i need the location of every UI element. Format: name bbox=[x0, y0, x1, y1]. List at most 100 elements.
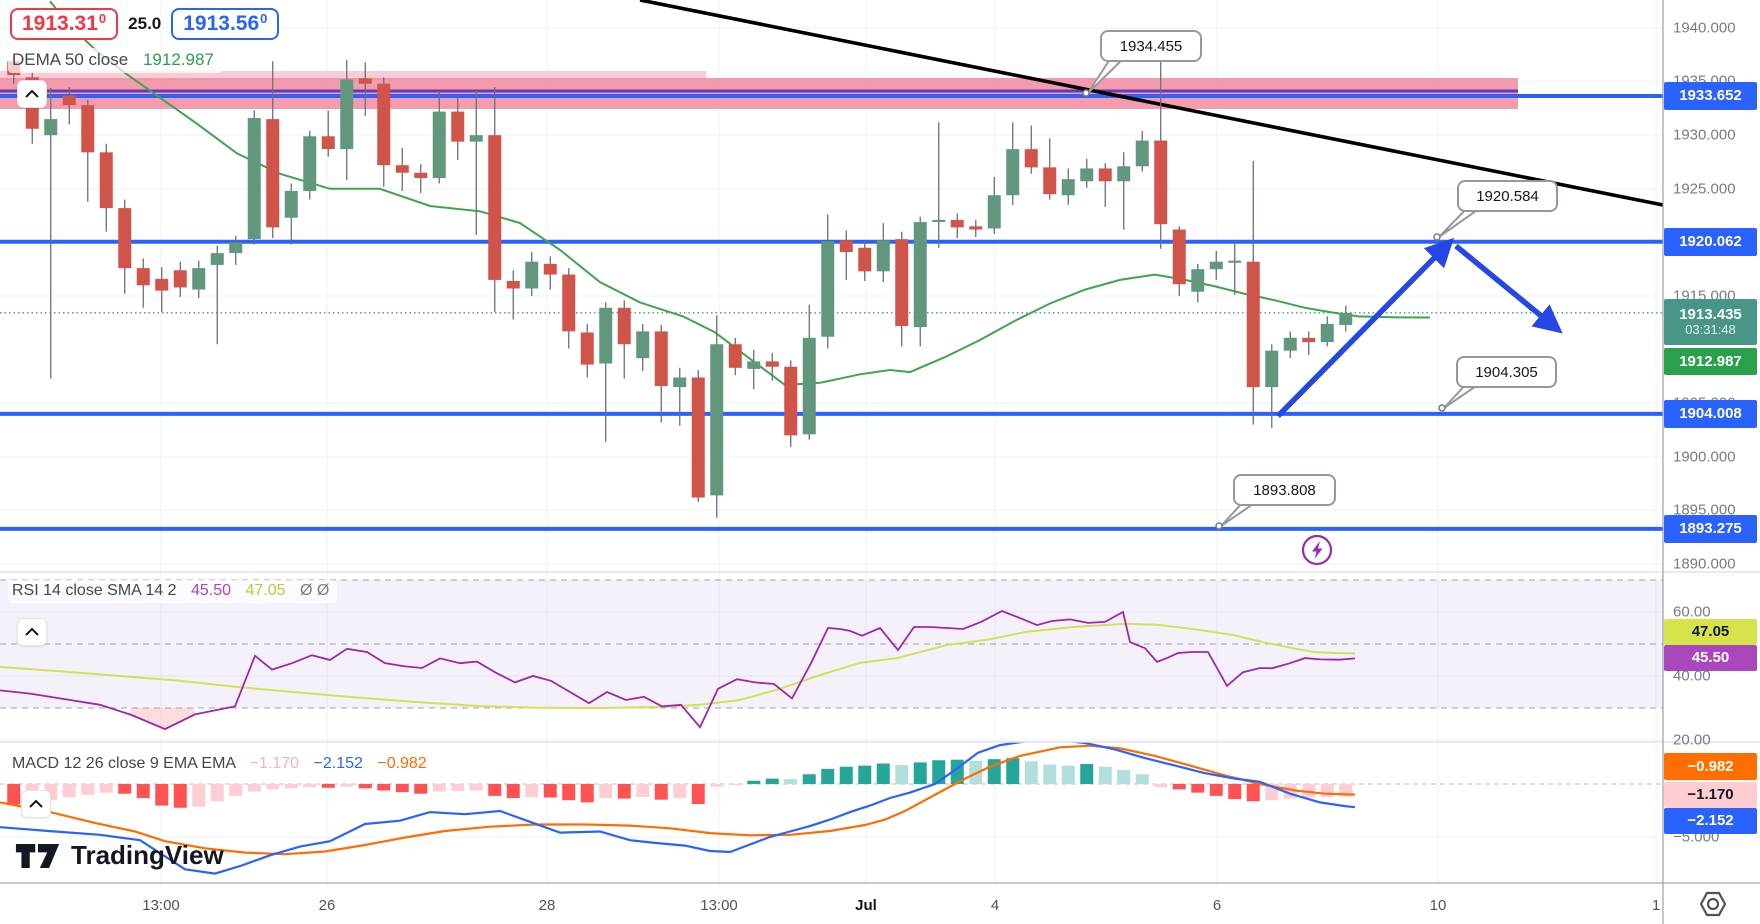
price-axis-badge: −1.170 bbox=[1664, 782, 1757, 808]
price-axis-badge: 1912.987 bbox=[1664, 348, 1757, 375]
projection-arrow-up[interactable] bbox=[1276, 237, 1455, 418]
candle-body bbox=[1043, 167, 1057, 195]
macd-histogram-bar bbox=[802, 774, 816, 784]
macd-histogram-bar bbox=[247, 784, 261, 792]
macd-histogram-bar bbox=[1098, 766, 1112, 784]
chevron-up-icon bbox=[29, 799, 43, 808]
macd-histogram-bar bbox=[562, 784, 576, 801]
macd-histogram-bar bbox=[654, 784, 668, 800]
candle-body bbox=[599, 307, 613, 364]
candle-body bbox=[1302, 337, 1316, 343]
macd-histogram-bar bbox=[377, 784, 391, 791]
macd-histogram-bar bbox=[358, 784, 372, 789]
candle-body bbox=[913, 222, 927, 328]
candle-body bbox=[118, 208, 132, 269]
candle-body bbox=[1172, 229, 1186, 285]
bid-price-button[interactable]: 1913.31 0 bbox=[10, 8, 119, 40]
macd-histogram-bar bbox=[99, 784, 113, 793]
tradingview-logo[interactable]: TradingView bbox=[15, 840, 224, 871]
macd-line bbox=[0, 742, 1356, 875]
candle-body bbox=[1339, 312, 1353, 325]
descending-trendline[interactable] bbox=[639, 0, 1663, 207]
macd-histogram-bar bbox=[858, 765, 872, 784]
candle-body bbox=[1209, 261, 1223, 270]
candle-body bbox=[673, 377, 687, 388]
rsi-sma-line bbox=[0, 622, 1356, 710]
price-axis-tick: 1940.000 bbox=[1673, 19, 1736, 37]
candle-body bbox=[1246, 261, 1260, 388]
macd-histogram-bar bbox=[210, 784, 224, 802]
macd-histogram-bar bbox=[580, 784, 594, 803]
main-pane-collapse-button[interactable] bbox=[17, 80, 47, 108]
macd-histogram-bar bbox=[1191, 784, 1205, 793]
macd-histogram-bar bbox=[1172, 784, 1186, 790]
chevron-up-icon bbox=[25, 89, 39, 98]
dema-legend-row[interactable]: DEMA 50 close 1912.987 bbox=[8, 48, 222, 73]
candle-body bbox=[1117, 166, 1131, 182]
price-callout-label[interactable]: 1904.305 bbox=[1456, 356, 1557, 388]
rsi-legend-row[interactable]: RSI 14 close SMA 14 2 45.50 47.05 Ø Ø bbox=[8, 580, 338, 603]
macd-histogram-bar bbox=[155, 784, 169, 806]
macd-histogram-bar bbox=[691, 784, 705, 804]
price-axis-tick: 1925.000 bbox=[1673, 180, 1736, 198]
macd-histogram-bar bbox=[81, 784, 95, 795]
price-callout-label[interactable]: 1934.455 bbox=[1100, 30, 1202, 62]
price-callout-label[interactable]: 1893.808 bbox=[1233, 474, 1336, 506]
spread-value: 25.0 bbox=[128, 14, 162, 33]
macd-histogram-bar bbox=[1135, 774, 1149, 784]
macd-histogram-bar bbox=[340, 784, 354, 787]
time-axis-label: 4 bbox=[990, 897, 1000, 914]
tradingview-logo-text: TradingView bbox=[71, 840, 224, 870]
macd-histogram-bar bbox=[1043, 764, 1057, 784]
macd-histogram-bar bbox=[673, 784, 687, 799]
time-axis-settings-button[interactable] bbox=[1697, 890, 1729, 923]
macd-histogram-bar bbox=[1209, 784, 1223, 796]
macd-legend-row[interactable]: MACD 12 26 close 9 EMA EMA −1.170 −2.152… bbox=[8, 753, 435, 776]
candle-body bbox=[155, 278, 169, 291]
projection-arrow-down[interactable] bbox=[1454, 243, 1563, 334]
macd-histogram-bar bbox=[62, 784, 76, 797]
macd-histogram-bar bbox=[1006, 758, 1020, 784]
macd-histogram-bar bbox=[284, 784, 298, 789]
price-axis-badge: 45.50 bbox=[1664, 645, 1757, 671]
ask-price-button[interactable]: 1913.56 0 bbox=[171, 8, 280, 40]
callout-anchor-dot bbox=[1215, 522, 1223, 530]
macd-histogram-bar bbox=[747, 780, 761, 784]
candle-body bbox=[728, 344, 742, 368]
bid-ask-bar: 1913.31 0 25.0 1913.56 0 bbox=[10, 8, 280, 40]
ask-price-sup: 0 bbox=[260, 11, 268, 26]
candle-body bbox=[821, 241, 835, 337]
candle-body bbox=[488, 135, 502, 280]
candle-body bbox=[1320, 323, 1334, 343]
candle-body bbox=[876, 240, 890, 272]
macd-histogram-bar bbox=[1061, 765, 1075, 784]
macd-histogram-bar bbox=[710, 784, 724, 787]
macd-histogram-bar bbox=[784, 779, 798, 784]
candle-body bbox=[765, 361, 779, 367]
price-axis-badge: 1893.275 bbox=[1664, 515, 1757, 543]
candle-body bbox=[81, 105, 95, 153]
macd-histogram-bar bbox=[895, 765, 909, 784]
macd-histogram-bar bbox=[1228, 784, 1242, 800]
macd-histogram-bar bbox=[543, 784, 557, 798]
macd-histogram-bar bbox=[432, 784, 446, 792]
macd-histogram-bar bbox=[321, 784, 335, 788]
time-axis-label: 26 bbox=[318, 897, 336, 914]
macd-histogram-bar bbox=[303, 784, 317, 788]
price-axis-tick: 20.00 bbox=[1673, 731, 1711, 749]
macd-signal-legend-value: −0.982 bbox=[377, 755, 427, 772]
price-callout-label[interactable]: 1920.584 bbox=[1457, 180, 1558, 212]
macd-pane-collapse-button[interactable] bbox=[21, 790, 51, 818]
rsi-pane-collapse-button[interactable] bbox=[17, 618, 47, 646]
candle-body bbox=[895, 239, 909, 327]
candle-body bbox=[784, 366, 798, 436]
candle-body bbox=[562, 274, 576, 332]
time-axis-label: 6 bbox=[1212, 897, 1222, 914]
bid-price: 1913.31 bbox=[22, 12, 98, 35]
flash-order-icon[interactable] bbox=[1301, 534, 1333, 566]
candle-body bbox=[1024, 149, 1038, 168]
callout-anchor-dot bbox=[1438, 404, 1446, 412]
candle-body bbox=[284, 190, 298, 218]
resistance-zone[interactable] bbox=[0, 78, 1518, 109]
